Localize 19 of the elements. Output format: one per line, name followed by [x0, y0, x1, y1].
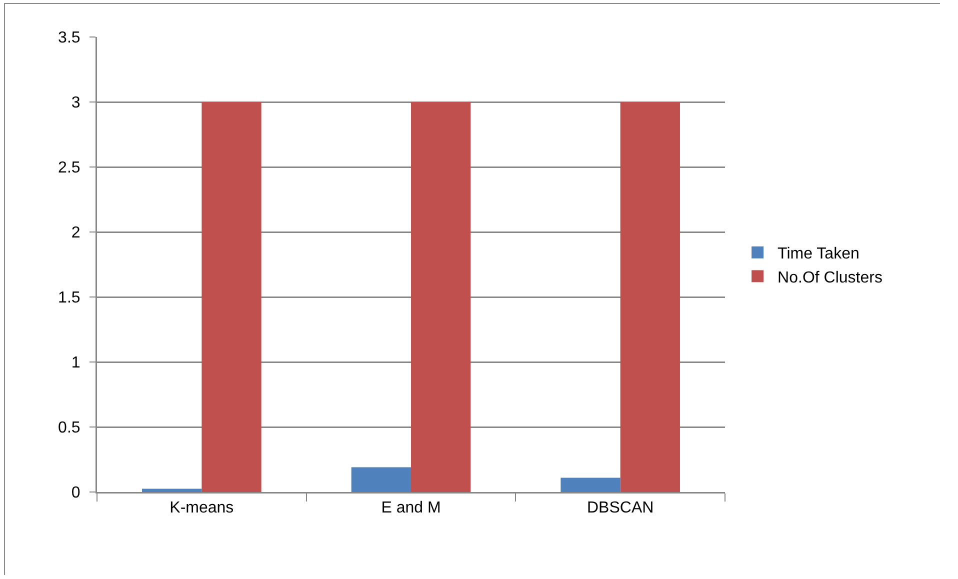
bar: [202, 102, 262, 492]
y-tick-label: 3: [71, 94, 80, 112]
bar: [620, 102, 680, 492]
bar: [411, 102, 471, 492]
bar: [560, 478, 620, 492]
y-tick-label: 1: [71, 354, 80, 372]
y-tick-label: 1.5: [58, 290, 80, 307]
y-tick-label: 0: [71, 484, 80, 502]
y-tick-label: 2.5: [58, 160, 80, 177]
y-tick-label: 0.5: [58, 420, 80, 437]
x-tick-label: E and M: [381, 500, 441, 517]
y-tick-label: 2: [71, 224, 80, 242]
legend-label: No.Of Clusters: [778, 269, 882, 286]
bar: [142, 488, 202, 492]
x-tick-label: K-means: [170, 500, 234, 517]
bar: [351, 467, 411, 492]
x-tick-label: DBSCAN: [586, 500, 654, 517]
legend-label: Time Taken: [778, 246, 860, 263]
y-tick-label: 3.5: [58, 30, 80, 47]
